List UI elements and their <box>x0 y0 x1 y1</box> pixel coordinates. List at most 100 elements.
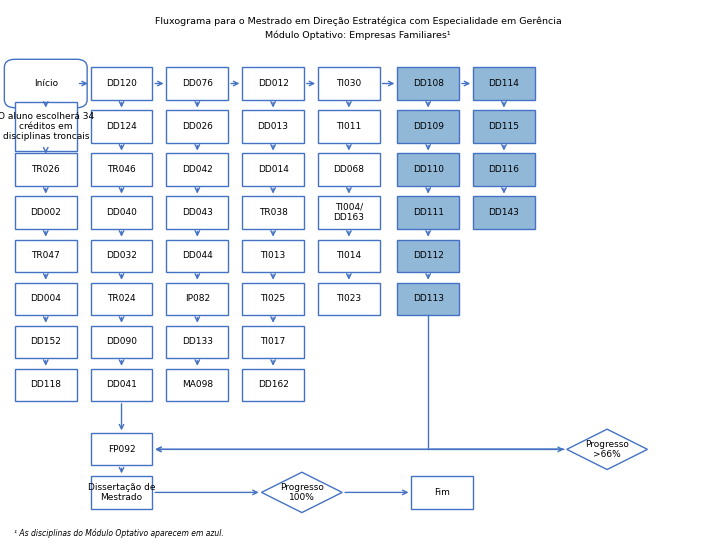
Text: DD012: DD012 <box>258 79 289 88</box>
FancyBboxPatch shape <box>15 154 77 186</box>
Text: TI013: TI013 <box>261 251 286 260</box>
FancyBboxPatch shape <box>397 110 459 143</box>
FancyBboxPatch shape <box>166 283 228 315</box>
FancyBboxPatch shape <box>166 68 228 100</box>
Text: DD041: DD041 <box>106 380 137 389</box>
FancyBboxPatch shape <box>318 239 379 272</box>
FancyBboxPatch shape <box>242 369 304 401</box>
Text: TI011: TI011 <box>337 122 362 131</box>
FancyBboxPatch shape <box>473 68 535 100</box>
FancyBboxPatch shape <box>15 102 77 151</box>
FancyBboxPatch shape <box>91 154 153 186</box>
Text: DD044: DD044 <box>182 251 213 260</box>
Text: O aluno escolherá 34
créditos em
disciplinas troncais: O aluno escolherá 34 créditos em discipl… <box>0 111 94 142</box>
FancyBboxPatch shape <box>473 154 535 186</box>
Text: DD120: DD120 <box>106 79 137 88</box>
FancyBboxPatch shape <box>91 283 153 315</box>
Text: IP082: IP082 <box>185 294 210 303</box>
FancyBboxPatch shape <box>166 110 228 143</box>
Text: DD108: DD108 <box>412 79 444 88</box>
FancyBboxPatch shape <box>318 283 379 315</box>
Text: DD032: DD032 <box>106 251 137 260</box>
Text: DD152: DD152 <box>30 337 61 346</box>
Text: DD043: DD043 <box>182 208 213 217</box>
FancyBboxPatch shape <box>318 154 379 186</box>
Text: Dissertação de
Mestrado: Dissertação de Mestrado <box>88 483 155 502</box>
Text: DD118: DD118 <box>30 380 62 389</box>
FancyBboxPatch shape <box>242 326 304 358</box>
Text: TR024: TR024 <box>107 294 136 303</box>
FancyBboxPatch shape <box>242 154 304 186</box>
FancyBboxPatch shape <box>397 239 459 272</box>
Text: DD143: DD143 <box>488 208 519 217</box>
Text: DD013: DD013 <box>258 122 289 131</box>
Text: Progresso
100%: Progresso 100% <box>280 483 324 502</box>
Text: DD133: DD133 <box>182 337 213 346</box>
Text: DD116: DD116 <box>488 165 519 174</box>
Text: MA098: MA098 <box>182 380 213 389</box>
Text: Módulo Optativo: Empresas Familiares¹: Módulo Optativo: Empresas Familiares¹ <box>265 30 451 40</box>
FancyBboxPatch shape <box>91 110 153 143</box>
Text: TI004/
DD163: TI004/ DD163 <box>334 203 364 222</box>
Text: DD014: DD014 <box>258 165 289 174</box>
FancyBboxPatch shape <box>397 68 459 100</box>
Text: TR038: TR038 <box>258 208 288 217</box>
Text: DD113: DD113 <box>412 294 444 303</box>
Text: TR046: TR046 <box>107 165 136 174</box>
FancyBboxPatch shape <box>397 283 459 315</box>
Text: DD076: DD076 <box>182 79 213 88</box>
FancyBboxPatch shape <box>15 239 77 272</box>
Text: TI023: TI023 <box>337 294 362 303</box>
FancyBboxPatch shape <box>397 197 459 229</box>
Text: TR026: TR026 <box>32 165 60 174</box>
Text: DD115: DD115 <box>488 122 519 131</box>
FancyBboxPatch shape <box>15 197 77 229</box>
Text: TI017: TI017 <box>261 337 286 346</box>
Text: Progresso
>66%: Progresso >66% <box>585 440 629 459</box>
FancyBboxPatch shape <box>15 326 77 358</box>
FancyBboxPatch shape <box>318 110 379 143</box>
FancyBboxPatch shape <box>4 59 87 108</box>
FancyBboxPatch shape <box>91 326 153 358</box>
Text: DD110: DD110 <box>412 165 444 174</box>
Text: DD162: DD162 <box>258 380 289 389</box>
FancyBboxPatch shape <box>166 369 228 401</box>
Text: DD026: DD026 <box>182 122 213 131</box>
FancyBboxPatch shape <box>397 154 459 186</box>
FancyBboxPatch shape <box>166 326 228 358</box>
FancyBboxPatch shape <box>473 110 535 143</box>
Text: DD004: DD004 <box>30 294 61 303</box>
Text: DD040: DD040 <box>106 208 137 217</box>
FancyBboxPatch shape <box>166 154 228 186</box>
Text: Fim: Fim <box>435 488 450 497</box>
Text: ¹ As disciplinas do Módulo Optativo aparecem em azul.: ¹ As disciplinas do Módulo Optativo apar… <box>14 529 224 538</box>
FancyBboxPatch shape <box>15 369 77 401</box>
Text: DD112: DD112 <box>412 251 444 260</box>
FancyBboxPatch shape <box>242 283 304 315</box>
FancyBboxPatch shape <box>91 433 153 466</box>
FancyBboxPatch shape <box>91 197 153 229</box>
Text: DD068: DD068 <box>334 165 364 174</box>
Text: Fluxograma para o Mestrado em Direção Estratégica com Especialidade em Gerência: Fluxograma para o Mestrado em Direção Es… <box>155 17 561 26</box>
FancyBboxPatch shape <box>15 283 77 315</box>
FancyBboxPatch shape <box>242 68 304 100</box>
Text: DD114: DD114 <box>488 79 519 88</box>
Text: FP092: FP092 <box>107 445 135 454</box>
Text: DD002: DD002 <box>30 208 61 217</box>
FancyBboxPatch shape <box>473 197 535 229</box>
Text: TR047: TR047 <box>32 251 60 260</box>
Text: Início: Início <box>34 79 58 88</box>
FancyBboxPatch shape <box>91 476 153 508</box>
FancyBboxPatch shape <box>242 197 304 229</box>
FancyBboxPatch shape <box>318 68 379 100</box>
FancyBboxPatch shape <box>166 197 228 229</box>
Text: TI030: TI030 <box>337 79 362 88</box>
FancyBboxPatch shape <box>411 476 473 508</box>
Text: DD042: DD042 <box>182 165 213 174</box>
FancyBboxPatch shape <box>91 68 153 100</box>
FancyBboxPatch shape <box>242 239 304 272</box>
Text: DD111: DD111 <box>412 208 444 217</box>
Text: DD090: DD090 <box>106 337 137 346</box>
Text: TI025: TI025 <box>261 294 286 303</box>
Text: TI014: TI014 <box>337 251 362 260</box>
